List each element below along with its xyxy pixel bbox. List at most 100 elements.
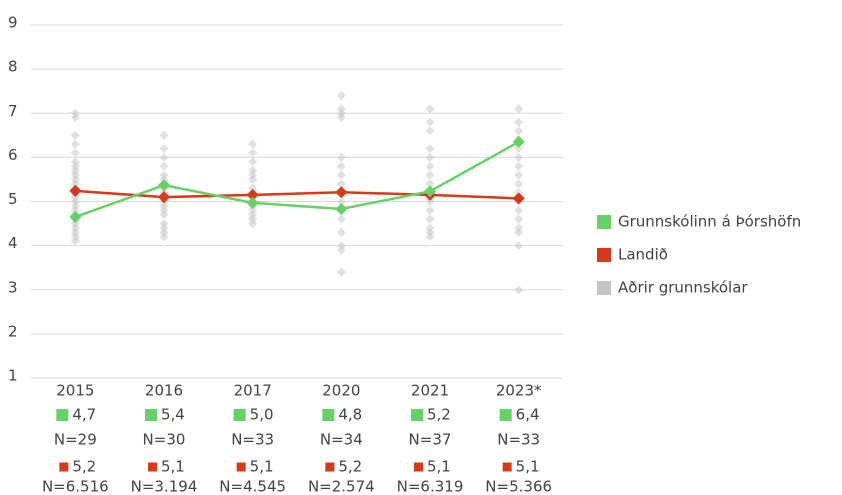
other-school-point — [336, 227, 346, 237]
other-school-point — [514, 170, 524, 180]
x-tick-label: 2021 — [411, 382, 449, 400]
n-label: N=30 — [143, 431, 186, 449]
other-school-point — [425, 104, 435, 114]
y-tick-label: 7 — [8, 102, 18, 120]
value-label: 5,1 — [161, 458, 185, 476]
other-school-point — [336, 197, 346, 206]
value-label: 5,2 — [72, 458, 96, 476]
other-school-point — [336, 179, 346, 189]
x-tick-label: 2017 — [234, 382, 272, 400]
other-school-point — [425, 170, 435, 180]
value-label: 5,1 — [427, 458, 451, 476]
other-school-point — [425, 232, 435, 242]
other-school-point — [159, 161, 169, 171]
series-line — [75, 189, 519, 200]
series-marker — [246, 196, 259, 209]
other-school-point — [425, 126, 435, 136]
y-tick-label: 3 — [8, 278, 18, 296]
other-school-point — [425, 161, 435, 171]
label-swatch — [499, 409, 512, 421]
other-school-point — [514, 161, 524, 171]
other-school-point — [70, 139, 80, 149]
other-school-point — [159, 144, 169, 154]
other-school-point — [514, 126, 524, 136]
other-school-point — [159, 130, 169, 140]
value-label: 6,4 — [516, 406, 540, 424]
other-school-point — [514, 227, 524, 237]
series-marker — [246, 188, 259, 201]
other-school-point — [159, 152, 169, 162]
y-tick-label: 5 — [8, 190, 18, 208]
other-school-point — [514, 152, 524, 162]
legend-swatch — [597, 248, 611, 262]
legend-swatch — [597, 215, 611, 229]
other-school-point — [425, 205, 435, 215]
other-school-point — [70, 113, 80, 123]
label-swatch — [236, 462, 246, 472]
value-label: 4,7 — [72, 406, 96, 424]
other-school-point — [336, 245, 346, 255]
other-school-point — [70, 130, 80, 140]
other-school-point — [514, 285, 524, 295]
n-label: N=29 — [54, 431, 97, 449]
other-school-point — [336, 161, 346, 171]
y-tick-label: 1 — [8, 367, 18, 385]
y-tick-label: 6 — [8, 146, 18, 164]
other-school-point — [514, 117, 524, 127]
label-swatch — [322, 409, 335, 421]
x-tick-label: 2016 — [145, 382, 183, 400]
label-swatch — [59, 462, 69, 472]
other-school-point — [70, 236, 80, 246]
legend-label: Landið — [618, 246, 668, 264]
other-school-point — [425, 144, 435, 154]
other-school-point — [336, 267, 346, 277]
value-label: 5,4 — [161, 406, 185, 424]
x-tick-label: 2020 — [322, 382, 360, 400]
series-marker — [335, 186, 348, 199]
other-school-point — [425, 179, 435, 189]
other-school-point — [514, 144, 524, 154]
other-school-point — [159, 232, 169, 242]
other-school-point — [70, 148, 80, 158]
label-swatch — [502, 462, 512, 472]
other-school-point — [514, 205, 524, 215]
other-school-point — [336, 91, 346, 101]
y-tick-label: 2 — [8, 322, 18, 340]
other-school-point — [425, 152, 435, 162]
label-swatch — [148, 462, 157, 472]
other-school-point — [336, 214, 346, 224]
other-school-point — [248, 139, 258, 149]
other-school-point — [336, 152, 346, 162]
series-marker — [69, 210, 82, 223]
y-tick-label: 9 — [8, 14, 18, 32]
value-label: 5,1 — [516, 458, 540, 476]
n-label: N=6.516 — [42, 478, 109, 495]
other-school-point — [248, 174, 258, 184]
series-marker — [512, 192, 525, 205]
series-marker — [424, 185, 436, 198]
label-swatch — [414, 462, 423, 472]
other-school-point — [248, 157, 258, 167]
other-school-point — [425, 214, 435, 224]
value-label: 5,1 — [250, 458, 274, 476]
series-marker — [512, 135, 525, 148]
value-label: 5,0 — [250, 406, 274, 424]
legend-label: Grunnskólinn á Þórshöfn — [618, 213, 801, 231]
other-school-point — [248, 148, 258, 158]
other-school-point — [514, 241, 524, 251]
legend-swatch — [597, 281, 611, 295]
value-label: 5,2 — [427, 406, 451, 424]
n-label: N=33 — [231, 431, 274, 449]
label-swatch — [325, 462, 335, 472]
other-school-point — [336, 170, 346, 180]
label-swatch — [56, 409, 69, 421]
n-label: N=37 — [409, 431, 452, 449]
label-swatch — [233, 409, 246, 421]
x-tick-label: 2023* — [496, 382, 542, 400]
n-label: N=33 — [497, 431, 540, 449]
series-line — [74, 140, 520, 219]
y-tick-label: 4 — [8, 234, 18, 252]
value-label: 4,8 — [338, 406, 362, 424]
other-school-point — [514, 179, 524, 189]
